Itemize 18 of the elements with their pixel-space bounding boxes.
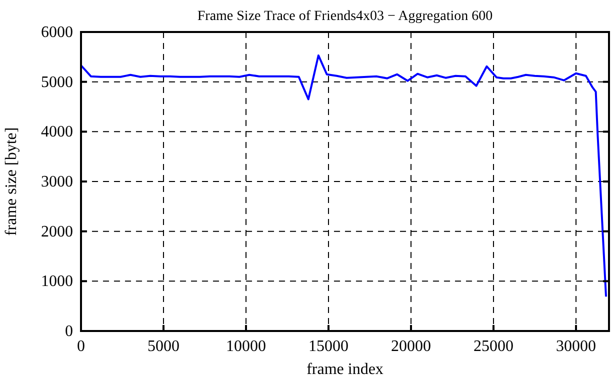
x-tick-label: 5000 (148, 338, 180, 355)
x-tick-label: 10000 (226, 338, 266, 355)
x-tick-label: 20000 (391, 338, 431, 355)
y-tick-label: 4000 (41, 124, 73, 141)
x-tick-label: 0 (77, 338, 85, 355)
y-tick-label: 5000 (41, 74, 73, 91)
y-tick-label: 6000 (41, 24, 73, 41)
y-axis-title: frame size [byte] (3, 127, 20, 236)
line-series (80, 54, 608, 298)
x-tick-label: 25000 (474, 338, 514, 355)
y-tick-label: 1000 (41, 273, 73, 290)
y-tick-label: 3000 (41, 174, 73, 190)
chart-title: Frame Size Trace of Friends4x03 − Aggregation 600 (197, 9, 493, 24)
x-tick-label: 15000 (308, 338, 348, 355)
x-axis-title: frame index (306, 361, 384, 378)
y-tick-label: 2000 (41, 223, 73, 240)
y-tick-label: 0 (65, 323, 73, 340)
x-tick-label: 30000 (556, 338, 596, 355)
